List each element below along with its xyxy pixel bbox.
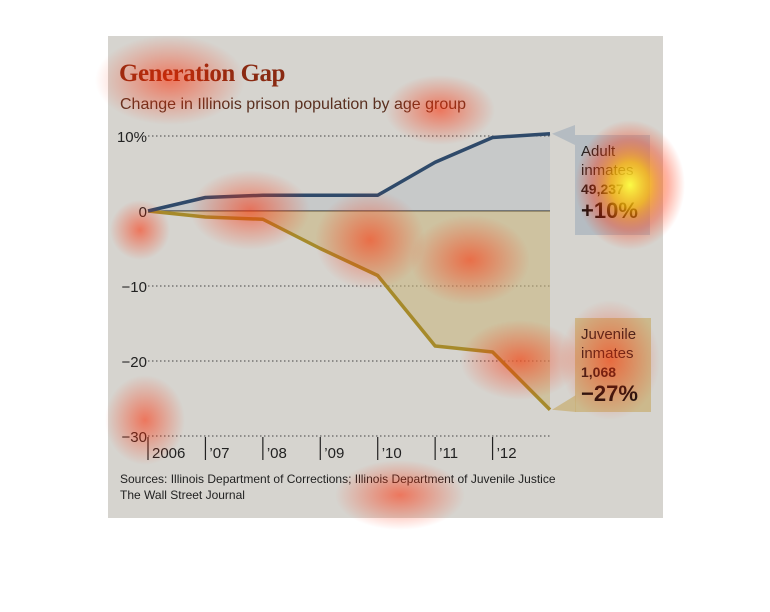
adult-area [148,133,550,211]
adult-callout-pointer [552,125,575,145]
juvenile-callout: Juvenile inmates 1,068 −27% [581,325,638,406]
series-fills [148,133,550,410]
juvenile-count: 1,068 [581,364,617,380]
x-tick-label: ’07 [209,445,229,462]
adult-label-line1: Adult [581,143,616,160]
adult-percent: +10% [581,198,638,223]
x-tick-label: ’12 [497,445,517,462]
x-tick-label: 2006 [152,445,185,462]
juvenile-callout-pointer [552,395,576,412]
y-tick-label: 0 [139,204,147,221]
y-tick-label: 10% [117,129,147,146]
source-line: Sources: Illinois Department of Correcti… [120,472,556,486]
adult-callout: Adult inmates 49,237 +10% [581,142,638,223]
x-tick-label: ’10 [382,445,402,462]
x-tick-label: ’09 [324,445,344,462]
y-tick-label: −10 [122,279,147,296]
y-tick-label: −30 [122,429,147,446]
juvenile-area [148,211,550,410]
adult-count: 49,237 [581,181,624,197]
x-tick-label: ’11 [439,445,458,462]
source-note: Sources: Illinois Department of Correcti… [120,471,556,503]
juvenile-label-line2: inmates [581,345,634,362]
adult-label-line2: inmates [581,162,634,179]
y-tick-label: −20 [122,354,147,371]
juvenile-label-line1: Juvenile [581,326,637,343]
x-axis-ticks: 2006 ’07 ’08 ’09 ’10 ’11 ’12 [147,437,517,462]
juvenile-percent: −27% [581,381,638,406]
y-axis-ticks: 10% 0 −10 −20 −30 [117,129,147,446]
publisher-line: The Wall Street Journal [120,488,245,502]
x-tick-label: ’08 [267,445,287,462]
